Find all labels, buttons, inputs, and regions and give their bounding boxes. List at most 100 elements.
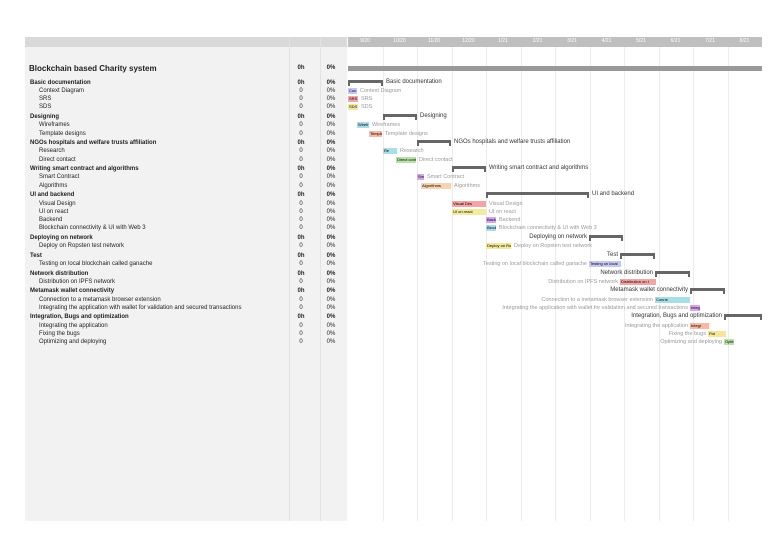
task-bar[interactable]: Deploy on Rop [486, 242, 511, 249]
group-row[interactable]: UI and backend 0h 0% [25, 191, 347, 200]
group-name: Basic documentation [30, 80, 91, 86]
task-progress: 0% [326, 260, 336, 267]
task-bar[interactable]: Testing on local [589, 260, 621, 267]
group-summary-bar[interactable] [690, 288, 725, 295]
task-bar[interactable]: Integrat [690, 304, 700, 311]
task-name: UI on react [39, 208, 69, 215]
task-progress: 0% [326, 296, 336, 303]
group-row[interactable]: Basic documentation 0h 0% [25, 79, 347, 88]
task-row[interactable]: Context Diagram 0 0% [25, 87, 347, 96]
gridline [417, 47, 418, 521]
task-bar[interactable]: Optin [724, 338, 734, 345]
group-summary-bar[interactable] [589, 234, 623, 241]
group-row[interactable]: Writing smart contract and algorithms 0h 0… [25, 165, 347, 174]
task-row[interactable]: UI on react 0 0% [25, 208, 347, 217]
task-bar-label: SDS [361, 104, 373, 111]
task-row[interactable]: Visual Design 0 0% [25, 200, 347, 209]
group-name: Writing smart contract and algorithms [30, 166, 139, 173]
group-progress: 0% [326, 166, 336, 173]
task-row[interactable]: Template designs 0 0% [25, 130, 347, 139]
task-bar[interactable]: Templat [369, 130, 382, 137]
task-row[interactable]: Optimizing and deploying 0 0% [25, 338, 347, 347]
task-progress: 0% [326, 322, 336, 329]
group-summary-bar[interactable] [452, 166, 486, 173]
task-bar[interactable]: Smart Contract [417, 174, 424, 181]
task-row[interactable]: Blockchain connectivity & UI with Web 3 0… [25, 224, 347, 233]
task-bar[interactable]: Direct contac [396, 156, 416, 163]
task-bar[interactable]: SRS [348, 96, 358, 103]
task-bar-label: Wireframes [372, 122, 401, 129]
task-name: Backend [39, 216, 63, 223]
group-summary-bar[interactable] [655, 270, 690, 277]
task-bar[interactable]: Visual Des [452, 200, 486, 207]
group-row[interactable]: Deploying on network 0h 0% [25, 234, 347, 243]
group-summary-bar[interactable] [486, 192, 589, 199]
task-row[interactable]: Connection to a metamask browser extensi… [25, 296, 347, 305]
task-row[interactable]: Backend 0 0% [25, 216, 347, 225]
task-bar[interactable]: Blockch [486, 224, 496, 231]
task-bar[interactable]: Conne [655, 296, 690, 303]
task-row[interactable]: Integrating the application 0 0% [25, 322, 347, 331]
group-name: Designing [30, 114, 60, 121]
task-duration: 0 [299, 122, 303, 129]
group-name: Deploying on network [30, 234, 93, 241]
task-row[interactable]: Research 0 0% [25, 147, 347, 156]
task-bar[interactable]: UI on react [452, 208, 486, 215]
group-bar-label: Network distribution [600, 269, 653, 276]
task-bar[interactable]: Distribution on I [620, 278, 656, 285]
task-row[interactable]: Fixing the bugs 0 0% [25, 330, 347, 339]
timeline-label: 12/20 [462, 38, 475, 44]
task-bar[interactable]: Fixi [708, 330, 726, 337]
group-row[interactable]: NGOs hospitals and welfare trusts affili… [25, 139, 347, 148]
task-name: Testing on local blockchain called ganac… [39, 260, 153, 267]
task-row[interactable]: SRS 0 0% [25, 95, 347, 104]
group-row[interactable]: Network distribution 0h 0% [25, 270, 347, 279]
task-progress: 0% [326, 338, 336, 345]
group-bar-label: Deploying on network [529, 233, 587, 240]
task-row[interactable]: Algorithms 0 0% [25, 182, 347, 191]
group-name: Network distribution [30, 270, 89, 277]
task-duration: 0 [299, 322, 303, 329]
task-bar[interactable]: Re [383, 148, 397, 155]
task-progress: 0% [326, 174, 336, 181]
task-bar[interactable]: Con [348, 88, 357, 95]
task-table: Blockchain based Charity system 0h 0% Ba… [25, 37, 347, 521]
task-duration: 0 [299, 96, 303, 103]
group-name: UI and backend [30, 192, 75, 199]
task-row[interactable]: Smart Contract 0 0% [25, 173, 347, 182]
task-progress: 0% [326, 88, 336, 95]
group-summary-bar[interactable] [724, 314, 762, 321]
group-summary-bar[interactable] [383, 114, 417, 121]
task-bar[interactable]: Backen [486, 216, 496, 223]
task-progress: 0% [326, 278, 336, 285]
task-row[interactable]: SDS 0 0% [25, 103, 347, 112]
group-bar-label: Basic documentation [386, 79, 442, 85]
group-summary-bar[interactable] [620, 252, 655, 259]
task-row[interactable]: Distribution on IPFS network 0 0% [25, 278, 347, 287]
task-bar[interactable]: SDS [348, 104, 358, 111]
group-progress: 0% [326, 252, 336, 259]
group-row[interactable]: Metamask wallet connectivity 0h 0% [25, 287, 347, 296]
group-progress: 0% [326, 192, 336, 199]
group-summary-bar[interactable] [417, 140, 451, 147]
task-progress: 0% [326, 122, 336, 129]
task-progress: 0% [326, 208, 336, 215]
task-row[interactable]: Direct contact 0 0% [25, 156, 347, 165]
group-row[interactable]: Test 0h 0% [25, 252, 347, 261]
task-row[interactable]: Testing on local blockchain called ganac… [25, 260, 347, 269]
task-row[interactable]: Wireframes 0 0% [25, 121, 347, 130]
task-row[interactable]: Integrating the application with wallet … [25, 304, 347, 313]
group-row[interactable]: Integration, Bugs and optimization 0h 0% [25, 313, 347, 322]
group-summary-bar[interactable] [348, 80, 383, 86]
task-name: Fixing the bugs [39, 330, 80, 337]
task-row[interactable]: Deploy on Ropsten test network 0 0% [25, 242, 347, 251]
task-duration: 0 [299, 338, 303, 345]
task-bar[interactable]: Algorithms [421, 182, 451, 189]
task-progress: 0% [326, 224, 336, 231]
group-row[interactable]: Designing 0h 0% [25, 113, 347, 122]
timeline-label: 10/20 [393, 38, 406, 44]
task-duration: 0 [299, 88, 303, 95]
task-name: Research [39, 148, 65, 155]
task-bar[interactable]: Integr [690, 322, 709, 329]
task-bar[interactable]: Wirefr [357, 122, 369, 129]
